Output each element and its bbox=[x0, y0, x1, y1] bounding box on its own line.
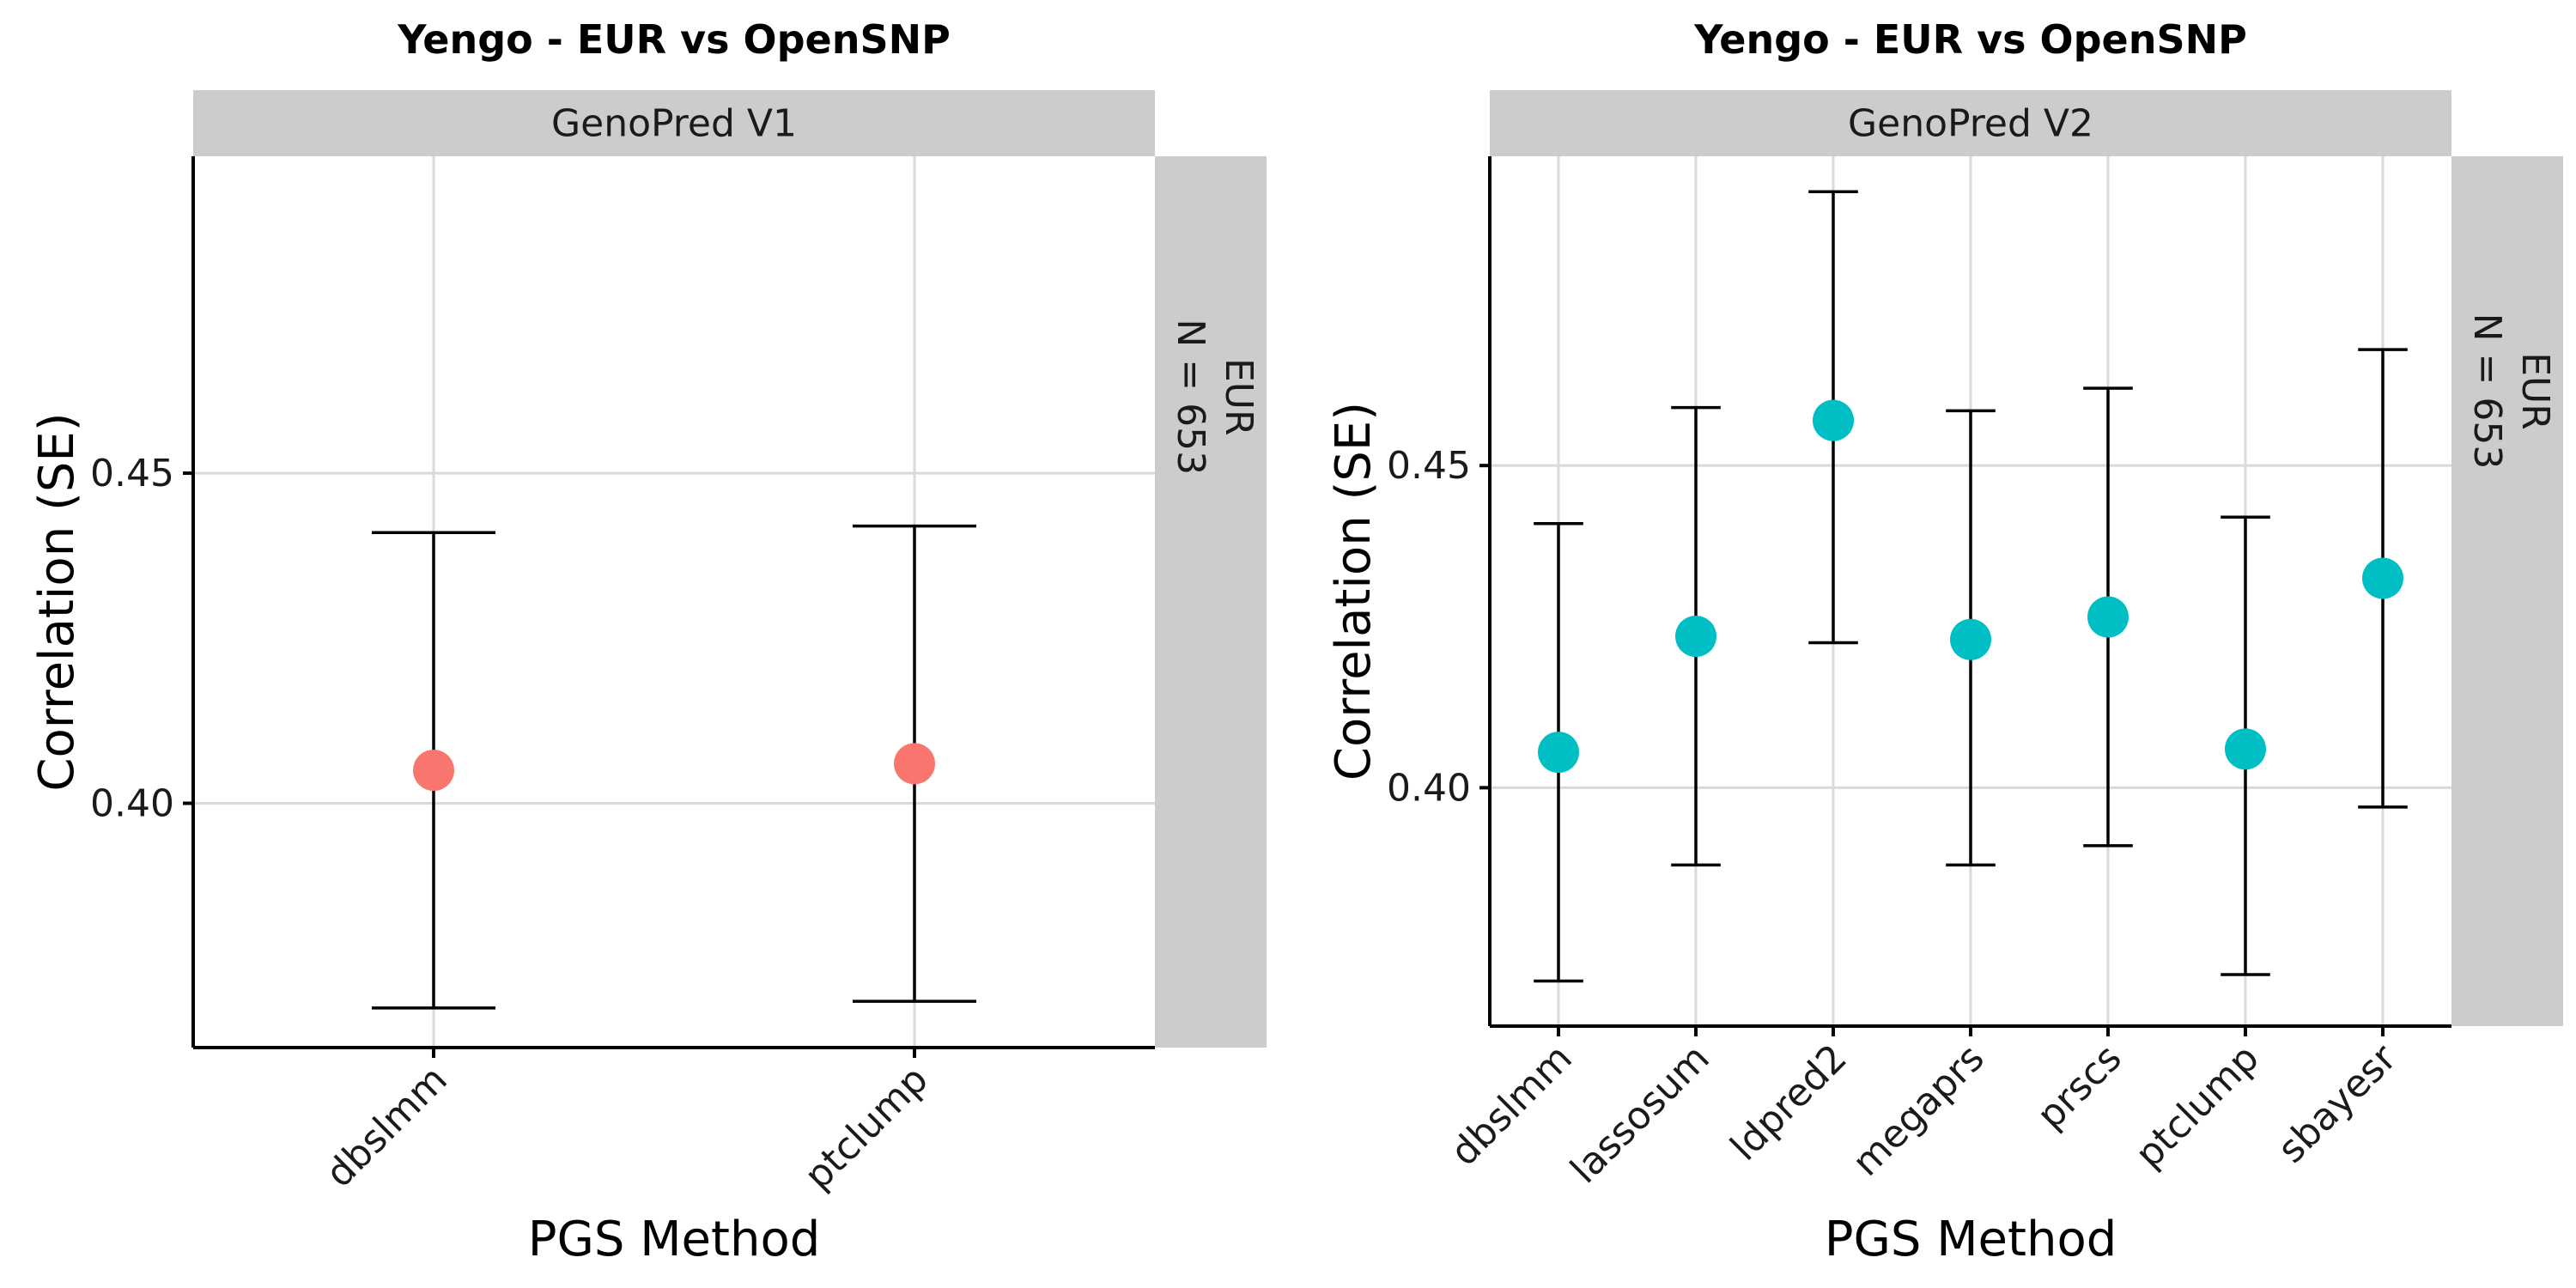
facet-strip-right-line: EUR bbox=[1217, 358, 1261, 436]
x-tick-label-lassosum: lassosum bbox=[1562, 1036, 1717, 1192]
y-axis-title: Correlation (SE) bbox=[29, 412, 85, 791]
facet-strip-right-line: EUR bbox=[2513, 352, 2557, 430]
data-point-ptclump bbox=[2225, 728, 2266, 770]
x-tick-label-dbslmm: dbslmm bbox=[1443, 1036, 1581, 1175]
facet-strip-right-label: EURN = 653 bbox=[1169, 319, 1261, 475]
data-point-ldpred2 bbox=[1813, 399, 1854, 441]
y-tick-label: 0.40 bbox=[90, 782, 174, 826]
y-tick-label: 0.45 bbox=[90, 452, 174, 495]
data-point-dbslmm bbox=[413, 750, 454, 792]
facet-strip-top bbox=[1490, 90, 2451, 156]
data-point-prscs bbox=[2087, 596, 2129, 638]
data-point-ptclump bbox=[894, 743, 935, 785]
facet-strip-right bbox=[2451, 156, 2563, 1026]
chart-title: Yengo - EUR vs OpenSNP bbox=[1693, 16, 2247, 63]
facet-strip-right bbox=[1155, 156, 1267, 1048]
x-axis-title: PGS Method bbox=[1825, 1212, 2117, 1267]
data-point-dbslmm bbox=[1538, 732, 1579, 774]
facet-strip-top-label: GenoPred V1 bbox=[551, 102, 797, 146]
y-tick-label: 0.40 bbox=[1387, 766, 1471, 810]
x-tick-label-ptclump: ptclump bbox=[2127, 1036, 2268, 1177]
facet-strip-top-label: GenoPred V2 bbox=[1848, 102, 2093, 146]
plot-background bbox=[193, 156, 1155, 1048]
y-axis-title: Correlation (SE) bbox=[1326, 402, 1382, 781]
x-tick-label-sbayesr: sbayesr bbox=[2269, 1036, 2405, 1171]
x-tick-label-dbslmm: dbslmm bbox=[318, 1058, 456, 1196]
facet-strip-right-label: EURN = 653 bbox=[2465, 313, 2557, 470]
x-axis-title: PGS Method bbox=[528, 1212, 821, 1267]
facet-strip-top bbox=[193, 90, 1155, 156]
x-tick-label-ldpred2: ldpred2 bbox=[1722, 1036, 1856, 1170]
data-point-megaprs bbox=[1950, 618, 1991, 660]
chart-title: Yengo - EUR vs OpenSNP bbox=[397, 16, 951, 63]
panel-genopred-v1: Yengo - EUR vs OpenSNP GenoPred V1 EURN = … bbox=[29, 16, 1267, 1267]
facet-strip-right-line: N = 653 bbox=[1169, 319, 1212, 475]
data-point-lassosum bbox=[1675, 616, 1716, 658]
x-tick-label-prscs: prscs bbox=[2029, 1036, 2130, 1138]
x-tick-label-megaprs: megaprs bbox=[1844, 1036, 1993, 1185]
panel-genopred-v2: Yengo - EUR vs OpenSNP GenoPred V2 EURN = … bbox=[1326, 16, 2563, 1267]
y-tick-label: 0.45 bbox=[1387, 444, 1471, 488]
data-point-sbayesr bbox=[2362, 557, 2403, 599]
facet-strip-right-line: N = 653 bbox=[2465, 313, 2509, 470]
x-tick-label-ptclump: ptclump bbox=[796, 1058, 937, 1199]
